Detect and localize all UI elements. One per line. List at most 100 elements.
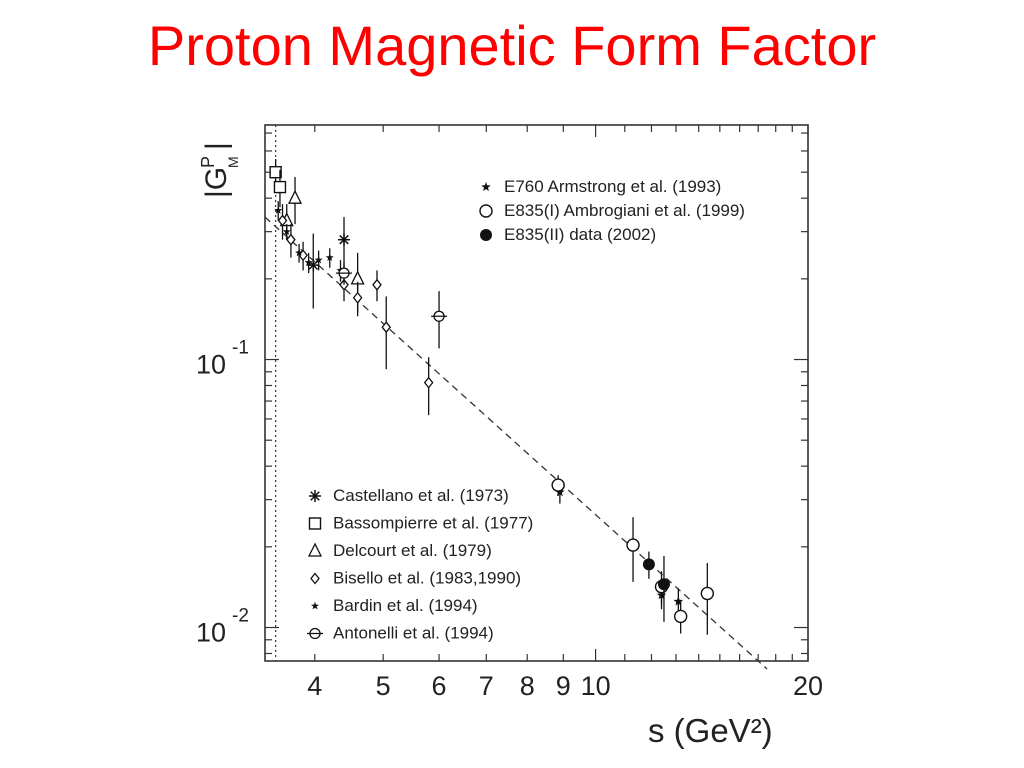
data-point — [282, 227, 291, 235]
data-point — [287, 189, 303, 204]
data-point — [274, 206, 283, 214]
x-tick-label: 8 — [520, 671, 535, 701]
marker-diamond — [381, 321, 392, 334]
y-tick-exponent: -2 — [232, 606, 249, 627]
data-point — [314, 255, 323, 264]
legend-marker — [311, 601, 319, 610]
marker-filled-circle — [480, 229, 492, 241]
marker-star — [304, 258, 313, 266]
marker-filled-circle — [642, 558, 655, 571]
y-axis-title-sup: P — [198, 156, 218, 168]
legend-label: Bassompierre et al. (1977) — [333, 514, 533, 533]
legend-label: E760 Armstrong et al. (1993) — [504, 177, 721, 196]
x-tick-label: 9 — [556, 671, 571, 701]
legend-label: Castellano et al. (1973) — [333, 486, 509, 505]
legend-label: Bardin et al. (1994) — [333, 596, 478, 615]
legend-label: Bisello et al. (1983,1990) — [333, 569, 521, 588]
reference-lines — [264, 125, 768, 670]
x-axis-title: s (GeV²) — [648, 712, 773, 749]
data-point — [286, 233, 296, 246]
data-point — [338, 233, 351, 246]
marker-star — [325, 253, 334, 261]
slide-title: Proton Magnetic Form Factor — [147, 14, 877, 77]
y-tick-label: 10 — [196, 350, 226, 380]
marker-asterisk-arm — [310, 491, 320, 501]
legend-upper: E760 Armstrong et al. (1993) E835(I) Ambr… — [479, 177, 745, 244]
y-tick-exponent: -1 — [232, 338, 249, 359]
marker-open-square — [308, 517, 322, 530]
legend-marker — [310, 572, 320, 585]
marker-star — [295, 248, 304, 257]
legend-lower: Castellano et al. (1973) Bassompierre et … — [307, 486, 533, 643]
x-tick-label: 5 — [376, 671, 391, 701]
legend-label: E835(I) Ambrogiani et al. (1999) — [504, 201, 745, 220]
marker-diamond — [286, 233, 296, 246]
marker-filled-circle — [657, 578, 670, 591]
data-point — [273, 180, 287, 194]
data-point — [673, 596, 684, 606]
legend-marker — [307, 627, 323, 640]
marker-star — [311, 601, 319, 610]
marker-asterisk-arm — [339, 234, 349, 245]
marker-star — [673, 596, 684, 606]
x-tick-label: 10 — [581, 671, 611, 701]
marker-open-square — [269, 165, 282, 179]
data-point — [555, 487, 565, 497]
y-axis-title: |GP M | — [198, 142, 241, 198]
legend-marker — [308, 517, 322, 530]
y-axis-title-sub: M — [225, 156, 241, 168]
marker-diamond — [372, 278, 382, 291]
legend-marker — [309, 490, 321, 502]
legend-marker — [307, 542, 323, 557]
data-point — [626, 538, 640, 552]
fit-line — [264, 216, 768, 670]
y-axis-title-main: |G — [200, 167, 233, 198]
data-point — [657, 578, 670, 591]
y-axis-title-bar: | — [200, 142, 233, 150]
data-point — [642, 558, 655, 571]
data-point — [423, 376, 434, 389]
y-tick-label: 10 — [196, 618, 226, 648]
data-point — [295, 248, 304, 257]
y-axis-label: |GP M | — [198, 142, 241, 198]
axis-ticks: 4 5 6 7 8 9 10 20 10 -1 10 -2 — [196, 125, 823, 701]
data-point — [269, 165, 282, 179]
marker-diamond — [423, 376, 434, 389]
x-tick-label: 4 — [307, 671, 322, 701]
marker-open-circle — [551, 478, 565, 492]
marker-open-triangle — [287, 189, 303, 204]
legend-marker — [481, 182, 491, 191]
marker-open-circle — [626, 538, 640, 552]
data-point — [381, 321, 392, 334]
legend-marker — [479, 204, 493, 218]
marker-star — [481, 182, 491, 191]
marker-star — [555, 487, 565, 497]
data-point — [352, 291, 363, 304]
x-tick-label: 6 — [432, 671, 447, 701]
data-point — [325, 253, 334, 261]
marker-asterisk-arm — [308, 260, 319, 270]
x-tick-label: 7 — [479, 671, 494, 701]
x-axis-label: s (GeV²) — [648, 712, 773, 749]
marker-open-triangle — [307, 542, 323, 557]
data-point — [277, 214, 288, 227]
legend-label: Antonelli et al. (1994) — [333, 624, 494, 643]
marker-star — [282, 227, 291, 235]
marker-open-circle — [479, 204, 493, 218]
data-point — [304, 258, 313, 266]
data-point — [372, 278, 382, 291]
plot-frame — [264, 124, 809, 662]
data-point — [673, 609, 688, 624]
data-points — [269, 159, 715, 635]
data-point — [336, 267, 353, 279]
marker-diamond — [310, 572, 320, 585]
legend-label: Delcourt et al. (1979) — [333, 541, 492, 560]
data-point — [700, 586, 715, 601]
marker-open-circle — [673, 609, 688, 624]
data-point — [551, 478, 565, 492]
x-tick-label: 20 — [793, 671, 823, 701]
marker-open-circle — [700, 586, 715, 601]
marker-diamond — [352, 291, 363, 304]
marker-open-square — [273, 180, 287, 194]
